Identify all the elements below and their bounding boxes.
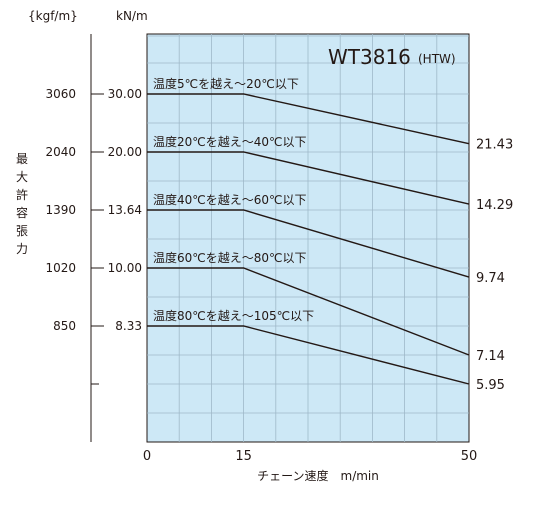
series-end-label: 14.29 <box>476 198 513 213</box>
y-axis-label: 最大許容張力 <box>14 150 30 258</box>
y-axis-label-char: 張 <box>15 224 28 238</box>
series-line <box>147 209 470 278</box>
y-tick-label-kgf: 1390 <box>45 203 76 217</box>
y-axis-label-char: 力 <box>15 242 28 256</box>
series-label: 温度20℃を越え～40℃以下 <box>153 134 307 149</box>
series-label: 温度40℃を越え～60℃以下 <box>153 192 307 207</box>
chart-subtitle: (HTW) <box>418 52 456 66</box>
y-tick-label-kgf: 850 <box>53 319 76 333</box>
series-end-label: 9.74 <box>476 271 505 286</box>
series-end-label: 5.95 <box>476 378 505 393</box>
series-label: 温度60℃を越え～80℃以下 <box>153 250 307 265</box>
series-line <box>147 325 470 385</box>
series-line <box>147 151 470 205</box>
y-unit-kgf: {kgf/m} <box>28 9 78 23</box>
series-label: 温度5℃を越え～20℃以下 <box>153 76 299 91</box>
x-tick-label: 50 <box>461 449 478 464</box>
series-label: 温度80℃を越え～105℃以下 <box>153 308 314 323</box>
x-axis-label: チェーン速度 m/min <box>257 468 379 483</box>
y-tick-label-kn: 13.64 <box>108 203 142 217</box>
x-tick-label: 0 <box>143 449 151 464</box>
series-end-label: 21.43 <box>476 138 513 153</box>
x-tick-label: 15 <box>235 449 252 464</box>
series-line <box>147 267 470 356</box>
y-tick-label-kn: 30.00 <box>108 87 142 101</box>
series-line <box>147 93 470 145</box>
y-tick-label-kn: 20.00 <box>108 145 142 159</box>
y-tick-label-kgf: 1020 <box>45 261 76 275</box>
y-axis-label-char: 最 <box>15 152 28 166</box>
y-tick-label-kn: 10.00 <box>108 261 142 275</box>
y-axis-label-char: 大 <box>15 170 28 184</box>
y-tick-label-kgf: 3060 <box>45 87 76 101</box>
series-end-label: 7.14 <box>476 349 505 364</box>
y-axis-label-char: 容 <box>15 206 28 220</box>
y-tick-label-kgf: 2040 <box>45 145 76 159</box>
chart-title: WT3816 <box>328 45 411 69</box>
y-axis-label-char: 許 <box>15 188 28 202</box>
y-unit-kn: kN/m <box>116 9 148 23</box>
y-tick-label-kn: 8.33 <box>115 319 142 333</box>
